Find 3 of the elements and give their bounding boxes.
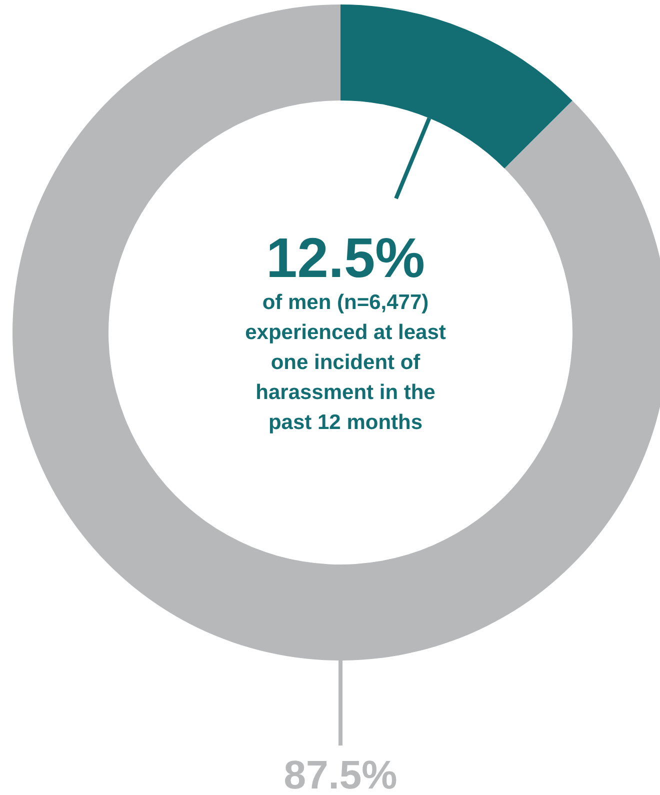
text: of men (n=6,477) experienced at least one incident of harassment in the past 12 months <box>245 291 446 434</box>
data-label: 87.5% <box>284 754 398 795</box>
data-label: 12.5% <box>266 226 425 289</box>
